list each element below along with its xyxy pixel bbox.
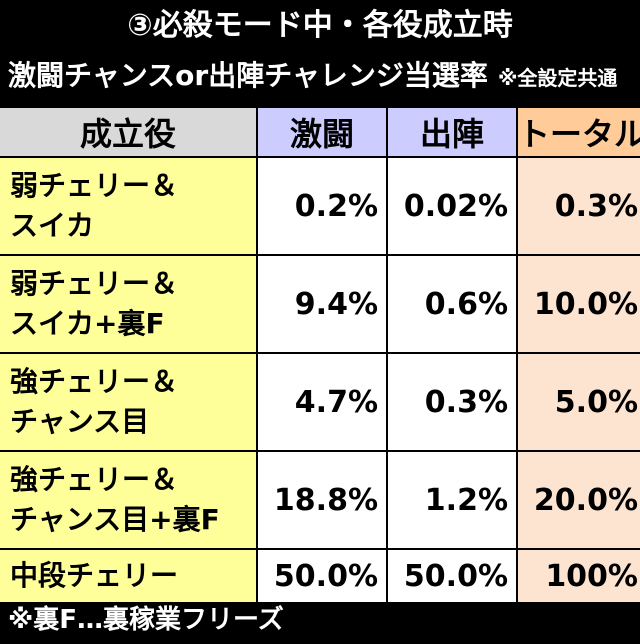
note: ※全設定共通 (497, 66, 618, 90)
cell-value: 0.2% (258, 158, 386, 254)
cell-value: 20.0% (518, 452, 640, 548)
column-header: 出陣 (388, 108, 516, 156)
row-label: 強チェリー＆ チャンス目 (0, 354, 256, 450)
cell-value: 100% (518, 550, 640, 602)
cell-value: 9.4% (258, 256, 386, 352)
cell-value: 0.3% (518, 158, 640, 254)
row-label: 強チェリー＆ チャンス目+裏F (0, 452, 256, 548)
cell-value: 0.3% (388, 354, 516, 450)
cell-value: 50.0% (388, 550, 516, 602)
cell-value: 0.02% (388, 158, 516, 254)
subtitle: 激闘チャンスor出陣チャレンジ当選率 (8, 59, 488, 92)
subtitle-line: 激闘チャンスor出陣チャレンジ当選率 ※全設定共通 (8, 54, 617, 100)
title: ③必殺モード中・各役成立時 (127, 8, 513, 43)
row-label: 弱チェリー＆ スイカ+裏F (0, 256, 256, 352)
table: 成立役 激闘 出陣 トータル 弱チェリー＆ スイカ 0.2% 0.02% 0.3% 弱チェリー＆… (0, 108, 640, 602)
row-label: 中段チェリー (0, 550, 256, 602)
cell-value: 4.7% (258, 354, 386, 450)
cell-value: 1.2% (388, 452, 516, 548)
column-header: 激闘 (258, 108, 386, 156)
cell-value: 18.8% (258, 452, 386, 548)
cell-value: 10.0% (518, 256, 640, 352)
footer: ※裏F…裏稼業フリーズ (8, 605, 284, 635)
column-header: 成立役 (0, 108, 256, 156)
row-label: 弱チェリー＆ スイカ (0, 158, 256, 254)
cell-value: 0.6% (388, 256, 516, 352)
cell-value: 5.0% (518, 354, 640, 450)
column-header: トータル (518, 108, 640, 156)
cell-value: 50.0% (258, 550, 386, 602)
